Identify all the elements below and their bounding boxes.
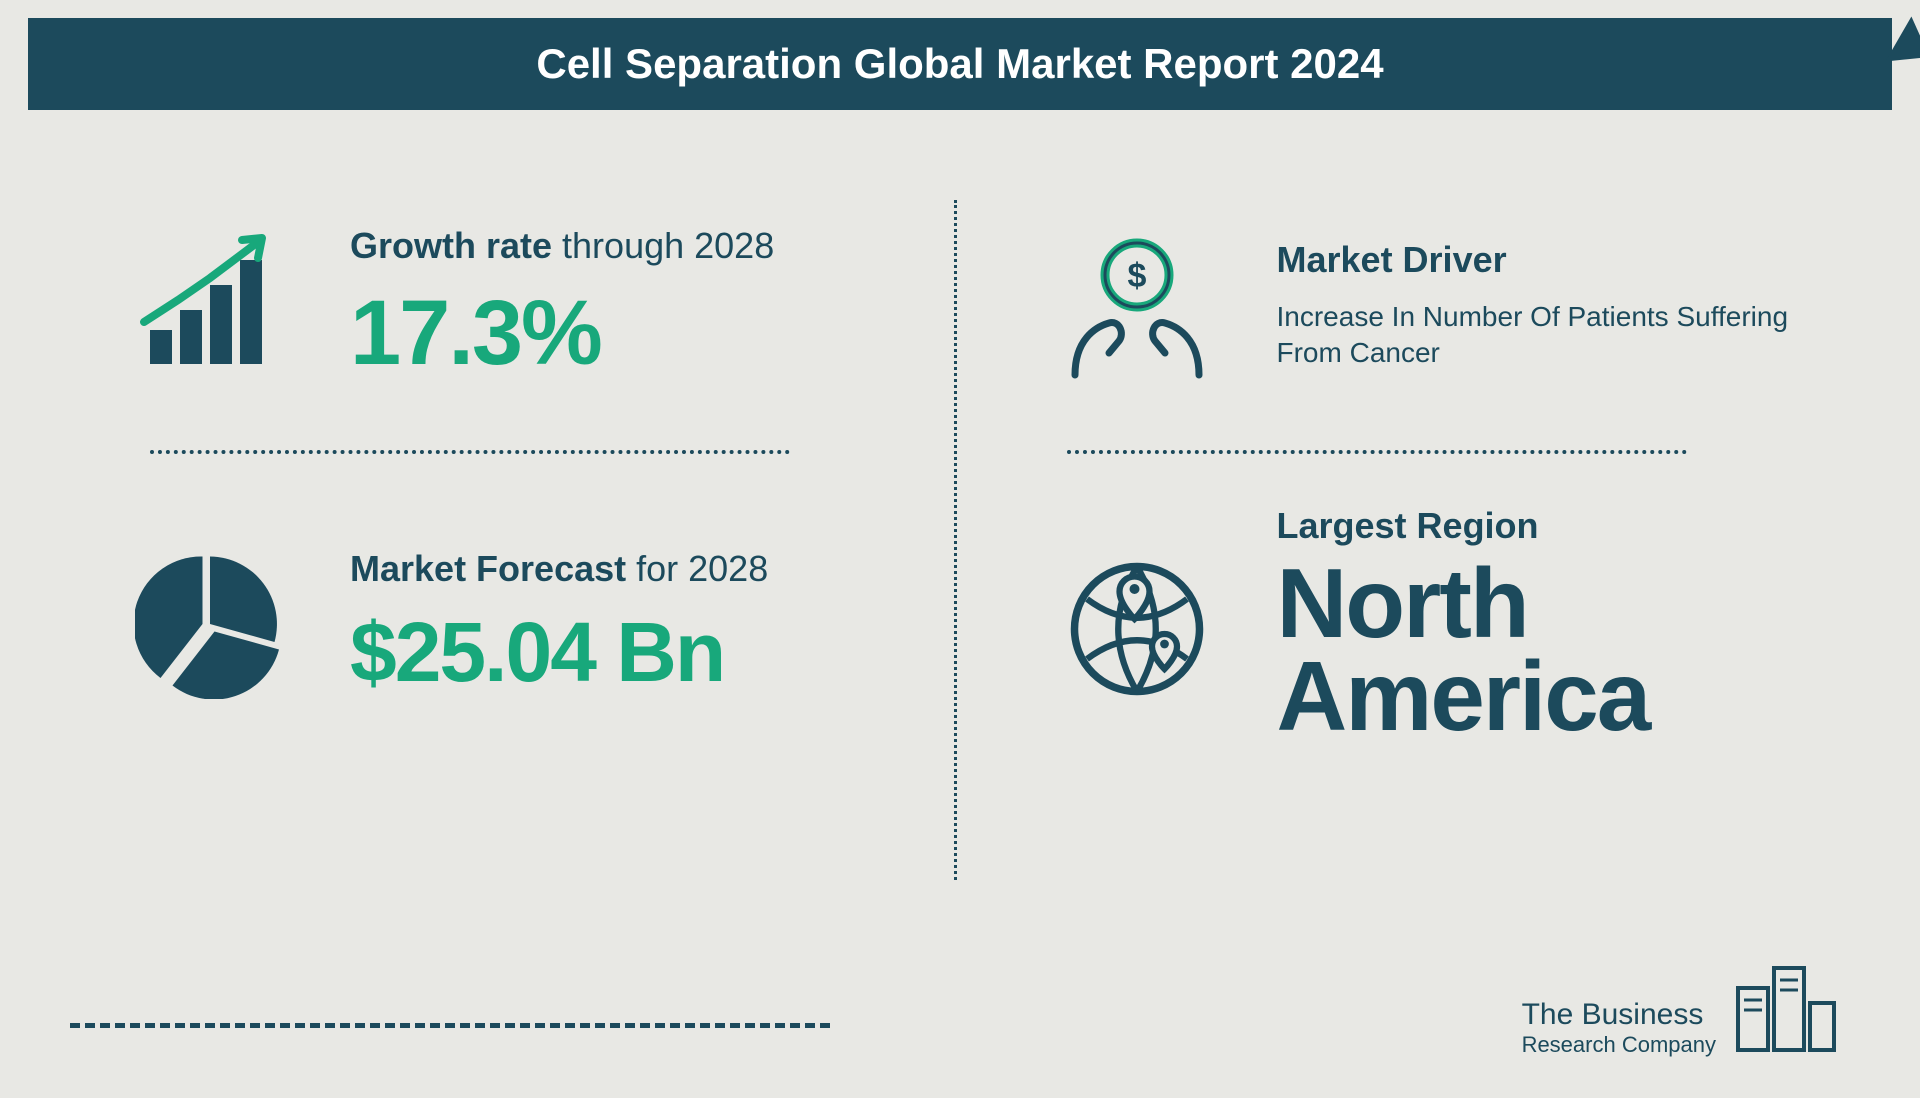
right-divider [1067,450,1687,454]
company-logo: The Business Research Company [1522,948,1840,1058]
forecast-label: Market Forecast for 2028 [350,548,894,590]
forecast-label-rest: for 2028 [626,548,768,589]
growth-label: Growth rate through 2028 [350,225,894,267]
forecast-value: $25.04 Bn [350,604,894,701]
growth-chart-icon [130,230,290,380]
hands-coin-icon: $ [1057,225,1217,385]
forecast-section: Market Forecast for 2028 $25.04 Bn [130,484,894,764]
region-label-bold: Largest Region [1277,505,1539,546]
building-logo-icon [1730,948,1840,1058]
driver-section: $ Market Driver Increase In Number Of Pa… [1057,190,1821,420]
region-label: Largest Region [1277,505,1821,547]
logo-line1: The Business [1522,998,1716,1032]
globe-pins-icon [1057,549,1217,699]
growth-label-rest: through 2028 [552,225,774,266]
region-text: Largest Region North America [1277,505,1821,743]
forecast-text: Market Forecast for 2028 $25.04 Bn [350,548,894,701]
driver-desc: Increase In Number Of Patients Suffering… [1277,299,1821,372]
driver-label: Market Driver [1277,239,1821,281]
header-bar: Cell Separation Global Market Report 202… [28,18,1892,110]
growth-text: Growth rate through 2028 17.3% [350,225,894,386]
content-grid: Growth rate through 2028 17.3% Market Fo… [0,110,1920,880]
pie-chart-icon [130,549,290,699]
driver-label-bold: Market Driver [1277,239,1507,280]
logo-line2: Research Company [1522,1032,1716,1058]
growth-label-bold: Growth rate [350,225,552,266]
growth-section: Growth rate through 2028 17.3% [130,190,894,420]
driver-text: Market Driver Increase In Number Of Pati… [1277,239,1821,372]
region-value: North America [1277,557,1821,743]
region-section: Largest Region North America [1057,484,1821,764]
header-title: Cell Separation Global Market Report 202… [536,40,1383,87]
left-column: Growth rate through 2028 17.3% Market Fo… [130,190,954,880]
forecast-label-bold: Market Forecast [350,548,626,589]
left-divider [150,450,790,454]
logo-text: The Business Research Company [1522,998,1716,1058]
growth-value: 17.3% [350,281,894,386]
right-column: $ Market Driver Increase In Number Of Pa… [957,190,1821,880]
bottom-dash [70,1023,830,1028]
svg-text:$: $ [1127,257,1146,295]
